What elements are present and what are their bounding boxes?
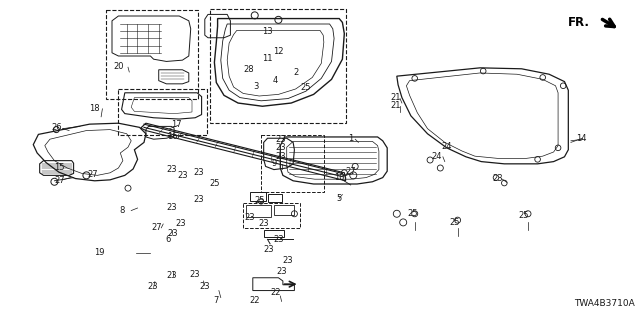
Bar	[264, 230, 284, 237]
Text: 27: 27	[346, 167, 356, 176]
Text: 27: 27	[54, 176, 65, 185]
Bar	[274, 205, 294, 215]
Text: 23: 23	[273, 236, 284, 244]
Text: 7: 7	[214, 296, 219, 305]
Text: 24: 24	[442, 142, 452, 151]
Text: 23: 23	[166, 165, 177, 174]
Text: 23: 23	[275, 152, 285, 161]
Text: 25: 25	[518, 211, 529, 220]
Text: 23: 23	[259, 220, 269, 228]
Text: 19: 19	[94, 248, 104, 257]
Text: 23: 23	[493, 174, 503, 183]
Text: 23: 23	[166, 203, 177, 212]
Bar	[261, 135, 324, 192]
Text: 26: 26	[51, 123, 61, 132]
Text: 21: 21	[390, 101, 401, 110]
Bar	[210, 9, 346, 123]
Text: 25: 25	[209, 180, 220, 188]
Text: 5: 5	[337, 194, 342, 203]
Text: 4: 4	[273, 76, 278, 85]
Text: 23: 23	[276, 268, 287, 276]
Text: 6: 6	[165, 235, 170, 244]
Text: 22: 22	[270, 288, 280, 297]
Text: 15: 15	[54, 164, 64, 172]
Text: 24: 24	[431, 152, 442, 161]
Text: 23: 23	[190, 270, 200, 279]
Text: 23: 23	[193, 168, 204, 177]
Text: 23: 23	[275, 135, 285, 144]
Text: 23: 23	[264, 245, 274, 254]
Text: 12: 12	[273, 47, 284, 56]
Text: 23: 23	[200, 282, 210, 291]
Text: 13: 13	[262, 27, 273, 36]
Text: 17: 17	[171, 120, 181, 129]
Text: 23: 23	[168, 229, 178, 238]
Text: 9: 9	[271, 159, 276, 168]
Text: 25: 25	[408, 209, 418, 218]
Text: 25: 25	[254, 196, 264, 205]
Text: 14: 14	[576, 134, 586, 143]
Text: 23: 23	[275, 143, 285, 152]
Text: 23: 23	[177, 171, 188, 180]
Text: 10: 10	[334, 173, 344, 182]
Bar	[268, 194, 282, 202]
Text: 16: 16	[168, 132, 178, 141]
Text: 18: 18	[90, 104, 100, 113]
Bar	[250, 192, 266, 201]
Text: TWA4B3710A: TWA4B3710A	[574, 299, 635, 308]
Text: 25: 25	[301, 84, 311, 92]
Text: FR.: FR.	[568, 15, 590, 28]
Text: 23: 23	[283, 256, 293, 265]
Text: 8: 8	[119, 206, 124, 215]
Text: 21: 21	[390, 93, 401, 102]
Text: 28: 28	[243, 65, 253, 74]
Text: 3: 3	[253, 82, 259, 91]
Text: 25: 25	[449, 218, 460, 227]
Text: 23: 23	[147, 282, 157, 291]
Text: 27: 27	[152, 223, 162, 232]
Text: 23: 23	[193, 196, 204, 204]
Text: 1: 1	[348, 134, 353, 143]
Text: 23: 23	[244, 213, 255, 222]
Text: 23: 23	[166, 271, 177, 280]
Bar	[106, 10, 198, 99]
Text: 11: 11	[262, 54, 273, 63]
Text: 27: 27	[88, 170, 98, 179]
Bar	[243, 203, 300, 228]
Text: 2: 2	[293, 68, 298, 77]
Text: 20: 20	[113, 62, 124, 71]
Bar	[246, 205, 271, 217]
Text: 22: 22	[250, 296, 260, 305]
Text: 23: 23	[176, 219, 186, 228]
Bar	[118, 89, 207, 135]
